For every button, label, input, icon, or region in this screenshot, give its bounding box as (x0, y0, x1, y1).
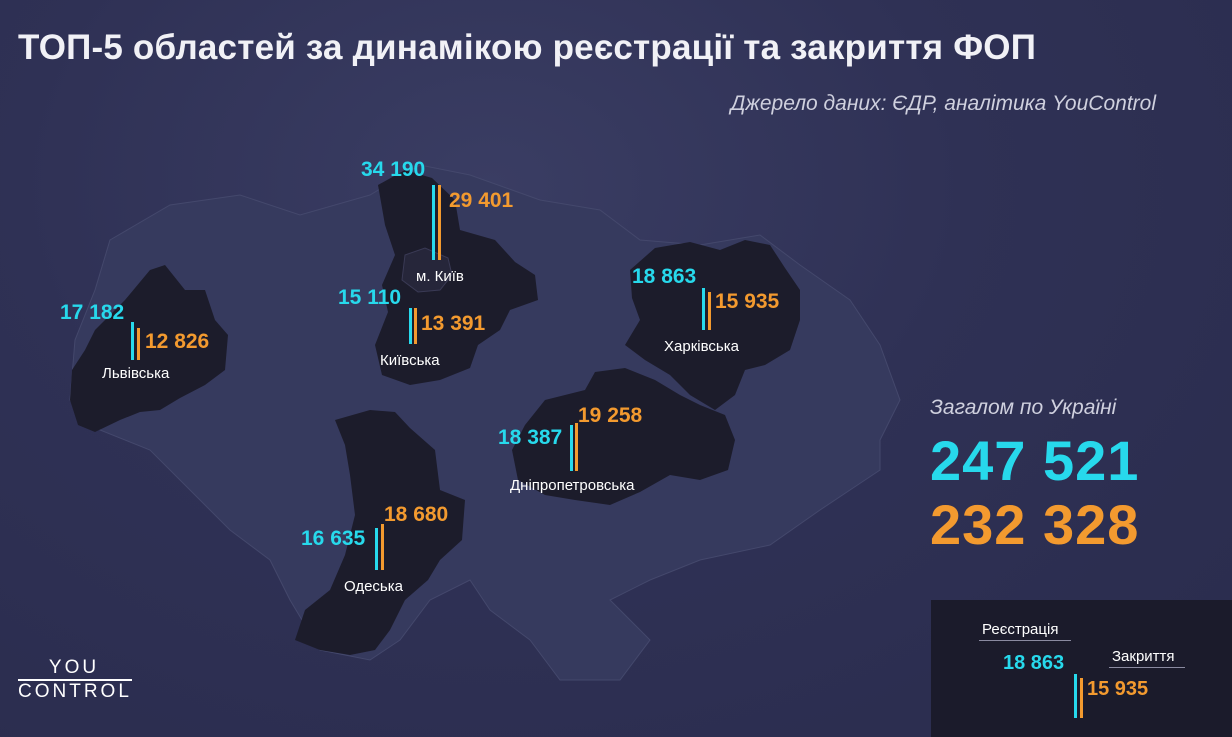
legend-registration-underline (979, 640, 1071, 641)
legend-registration-bar (1074, 674, 1077, 718)
data-source: Джерело даних: ЄДР, аналітика YouControl (730, 92, 1156, 115)
legend-closure-label: Закриття (1112, 648, 1175, 665)
lviv-label: Львівська (102, 365, 170, 382)
kyiv-city-registration: 34 190 (361, 158, 426, 181)
kyiv-oblast-registration-bar (409, 308, 412, 344)
kharkiv-registration-bar (702, 288, 705, 330)
region-kharkiv (625, 240, 800, 410)
region-odesa (295, 410, 465, 655)
region-lviv (70, 265, 228, 432)
odesa-closure: 18 680 (384, 503, 449, 526)
odesa-registration-bar (375, 528, 378, 570)
youcontrol-logo: YOU CONTROL (18, 657, 132, 703)
totals-label: Загалом по Україні (930, 396, 1117, 419)
kyiv-oblast-closure: 13 391 (421, 312, 486, 335)
kyiv-city-label: м. Київ (416, 268, 464, 285)
region-dnipro (512, 368, 735, 505)
legend: Реєстрація 18 863 Закриття 15 935 (931, 600, 1232, 737)
kharkiv-label: Харківська (664, 338, 739, 355)
dnipro-label: Дніпропетровська (510, 477, 635, 494)
totals-closure: 232 328 (930, 493, 1140, 556)
legend-closure-bar (1080, 678, 1083, 718)
odesa-closure-bar (381, 524, 384, 570)
legend-registration-value: 18 863 (1003, 652, 1065, 674)
legend-closure-value: 15 935 (1087, 678, 1149, 700)
kharkiv-closure: 15 935 (715, 290, 780, 313)
kyiv-oblast-registration: 15 110 (338, 286, 402, 309)
totals-registration: 247 521 (930, 429, 1140, 492)
kyiv-oblast-label: Київська (380, 352, 440, 369)
lviv-closure-bar (137, 328, 140, 360)
kyiv-city-registration-bar (432, 185, 435, 260)
dnipro-registration-bar (570, 425, 573, 471)
kyiv-oblast-closure-bar (414, 308, 417, 344)
dnipro-closure: 19 258 (578, 404, 643, 427)
odesa-registration: 16 635 (301, 527, 366, 550)
lviv-registration-bar (131, 322, 134, 360)
page-title: ТОП-5 областей за динамікою реєстрації т… (18, 28, 1037, 67)
legend-registration-label: Реєстрація (982, 621, 1059, 638)
logo-line1: YOU (48, 657, 100, 678)
odesa-label: Одеська (344, 578, 403, 595)
kharkiv-closure-bar (708, 292, 711, 330)
kyiv-city-closure-bar (438, 185, 441, 260)
dnipro-closure-bar (575, 423, 578, 471)
kyiv-city-closure: 29 401 (449, 189, 514, 212)
legend-closure-underline (1109, 667, 1185, 668)
lviv-registration: 17 182 (60, 301, 125, 324)
kharkiv-registration: 18 863 (632, 265, 697, 288)
lviv-closure: 12 826 (145, 330, 210, 353)
logo-line2: CONTROL (18, 679, 132, 702)
dnipro-registration: 18 387 (498, 426, 563, 449)
